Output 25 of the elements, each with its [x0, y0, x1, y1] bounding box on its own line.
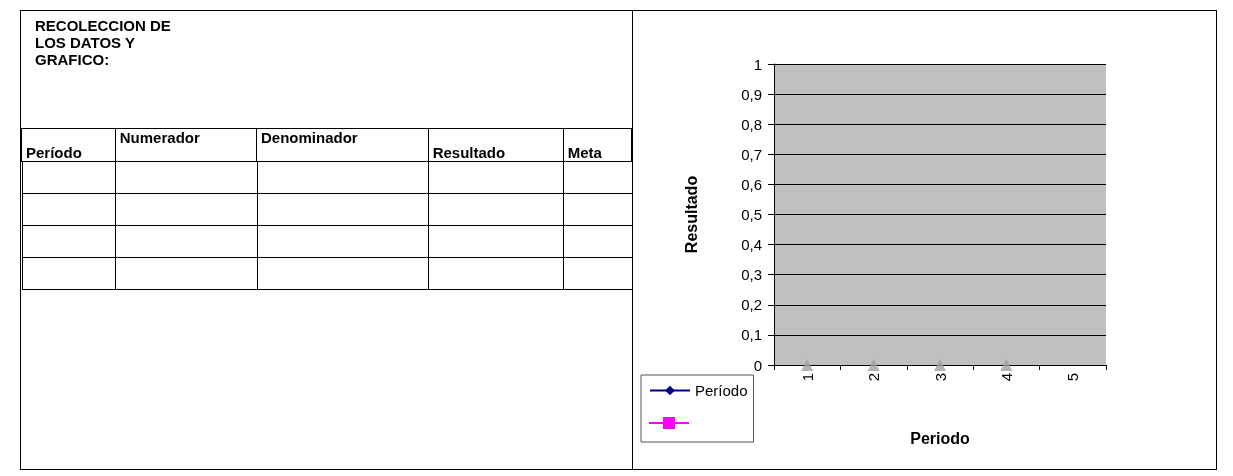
- x-tick-label: 2: [865, 373, 883, 382]
- x-tick-label: 5: [1064, 373, 1082, 382]
- y-tick-label: 0,3: [741, 266, 762, 284]
- x-tick-label: 1: [798, 373, 816, 382]
- text: Meta: [563, 128, 632, 162]
- text: Numerador: [115, 128, 257, 162]
- text: Denominador: [256, 128, 429, 162]
- y-tick-label: 0,1: [741, 326, 762, 344]
- y-axis-title: Resultado: [682, 175, 700, 254]
- y-tick-label: 1: [753, 55, 762, 73]
- text: Período: [21, 128, 116, 162]
- x-tick-label: 4: [997, 373, 1015, 382]
- legend-label: Período: [695, 382, 748, 399]
- y-tick-label: 0,5: [741, 206, 762, 223]
- y-tick-label: 0,4: [741, 236, 762, 254]
- text: RECOLECCION DE LOS DATOS Y GRAFICO:: [35, 17, 172, 68]
- x-axis-title: Periodo: [910, 429, 971, 447]
- y-tick-label: 0,6: [741, 175, 762, 193]
- y-tick-label: 0,8: [741, 115, 762, 133]
- x-tick-label: 3: [931, 373, 949, 382]
- y-tick-label: 0,2: [741, 296, 762, 314]
- y-tick-label: 0: [753, 356, 762, 374]
- y-tick-label: 0,7: [741, 145, 762, 163]
- y-tick-label: 0,9: [741, 85, 762, 103]
- text: Resultado: [428, 128, 564, 162]
